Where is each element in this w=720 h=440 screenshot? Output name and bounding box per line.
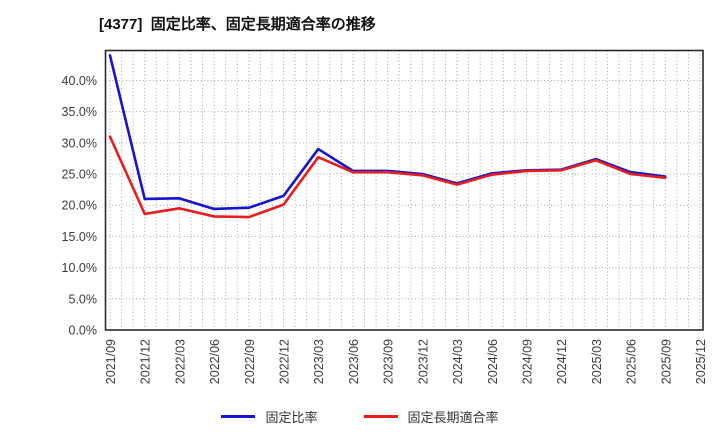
plot-border: [104, 49, 704, 331]
x-tick-label: 2025/06: [625, 339, 639, 384]
x-tick-label: 2025/09: [659, 339, 673, 384]
legend-line-fixed-longterm-ratio-icon: [363, 415, 398, 418]
legend-label-fixed-ratio: 固定比率: [265, 410, 318, 425]
y-tick-label: 25.0%: [62, 168, 97, 182]
y-tick-label: 40.0%: [62, 74, 97, 88]
chart-title: [4377] 固定比率、固定長期適合率の推移: [99, 16, 376, 33]
series-line-fixed-longterm-ratio: [108, 135, 667, 219]
y-tick-label: 0.0%: [69, 324, 98, 338]
x-tick-label: 2024/06: [486, 339, 500, 384]
y-tick-label: 10.0%: [62, 261, 97, 275]
x-tick-label: 2022/06: [208, 339, 222, 384]
x-tick-label: 2022/12: [278, 339, 292, 384]
legend-label-fixed-longterm-ratio: 固定長期適合率: [407, 410, 499, 425]
x-tick-label: 2023/03: [312, 339, 326, 384]
x-tick-label: 2023/06: [347, 339, 361, 384]
legend-item-fixed-ratio: 固定比率: [221, 407, 318, 426]
legend-line-fixed-ratio-icon: [221, 415, 256, 418]
x-tick-label: 2023/12: [416, 339, 430, 384]
y-tick-label: 35.0%: [62, 105, 97, 119]
x-tick-label: 2025/12: [694, 339, 708, 384]
x-tick-label: 2021/09: [104, 339, 118, 384]
x-tick-label: 2023/09: [382, 339, 396, 384]
x-tick-label: 2024/12: [555, 339, 569, 384]
x-tick-label: 2022/03: [173, 339, 187, 384]
x-tick-label: 2025/03: [590, 339, 604, 384]
y-tick-label: 20.0%: [62, 199, 97, 213]
legend-item-fixed-longterm-ratio: 固定長期適合率: [363, 407, 499, 426]
y-tick-label: 30.0%: [62, 136, 97, 150]
y-tick-label: 5.0%: [69, 292, 98, 306]
x-tick-label: 2022/09: [243, 339, 257, 384]
x-tick-label: 2024/03: [451, 339, 465, 384]
y-tick-label: 15.0%: [62, 230, 97, 244]
legend: 固定比率 固定長期適合率: [0, 407, 720, 426]
x-tick-label: 2024/09: [520, 339, 534, 384]
x-tick-label: 2021/12: [139, 339, 153, 384]
